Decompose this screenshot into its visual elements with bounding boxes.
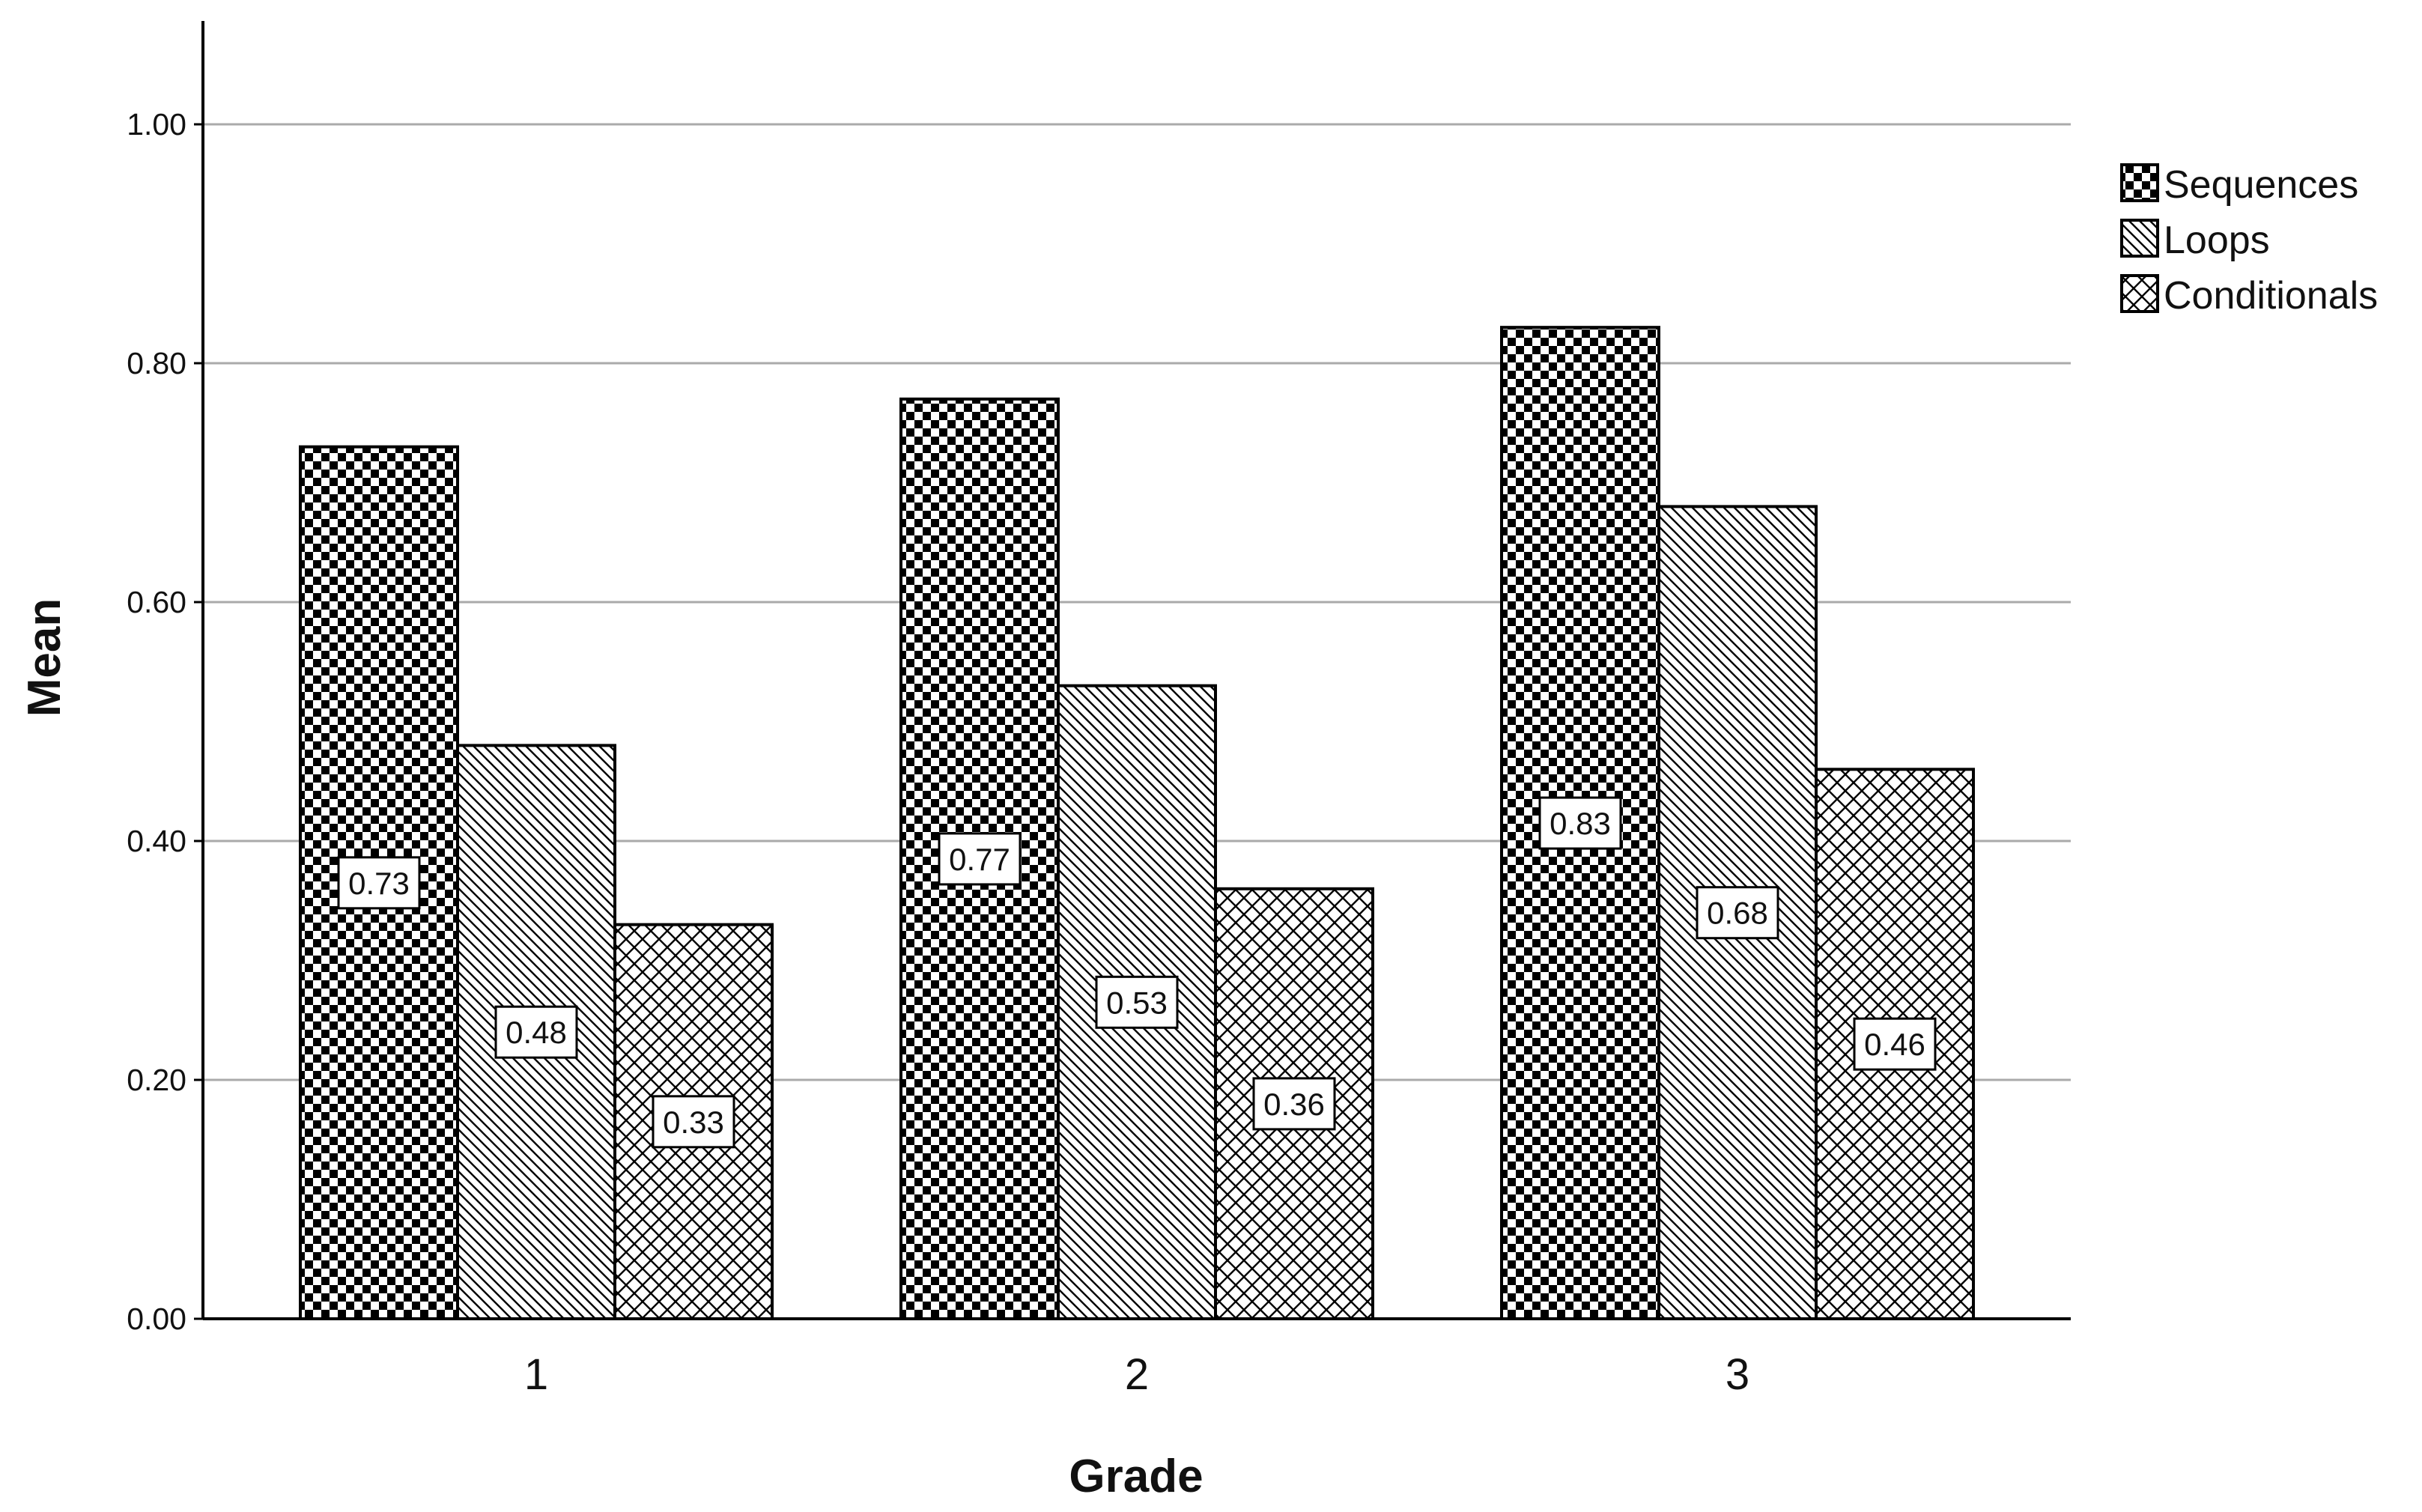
- data-label-text: 0.36: [1263, 1087, 1325, 1122]
- y-tick-label: 0.20: [127, 1063, 186, 1097]
- data-label-box: [1853, 1017, 1937, 1071]
- legend-item-conditionals: Conditionals: [2120, 274, 2378, 318]
- legend-label: Conditionals: [2164, 274, 2378, 318]
- data-label: 0.83: [1538, 796, 1622, 850]
- data-label-text: 0.77: [949, 842, 1010, 877]
- legend-swatch: [2120, 219, 2159, 258]
- data-label-box: [652, 1095, 735, 1149]
- data-label: 0.68: [1696, 886, 1779, 940]
- y-tick-label: 1.00: [127, 107, 186, 142]
- data-label-text: 0.83: [1550, 806, 1611, 841]
- legend-swatch: [2120, 274, 2159, 313]
- y-tick-label: 0.40: [127, 824, 186, 858]
- data-label: 0.73: [337, 856, 421, 910]
- legend-item-sequences: Sequences: [2120, 163, 2358, 207]
- data-label-text: 0.33: [663, 1105, 724, 1140]
- x-tick-label: 1: [524, 1350, 548, 1399]
- data-label-box: [938, 832, 1022, 886]
- data-label: 0.77: [938, 832, 1022, 886]
- data-label-text: 0.68: [1707, 896, 1768, 931]
- legend-label: Loops: [2164, 219, 2270, 262]
- y-tick-label: 0.60: [127, 585, 186, 619]
- y-axis-title: Mean: [19, 598, 70, 717]
- data-label-box: [1696, 886, 1779, 940]
- data-label-box: [1252, 1077, 1336, 1131]
- x-axis-title: Grade: [1069, 1451, 1203, 1502]
- data-label: 0.53: [1095, 975, 1179, 1029]
- legend-item-loops: Loops: [2120, 219, 2270, 262]
- data-label-box: [1538, 796, 1622, 850]
- legend-label: Sequences: [2164, 163, 2358, 207]
- data-label-text: 0.48: [506, 1015, 567, 1050]
- data-label-box: [1095, 975, 1179, 1029]
- legend: Sequences Loops Conditionals: [2120, 163, 2378, 318]
- data-label: 0.33: [652, 1095, 735, 1149]
- data-label-text: 0.73: [348, 866, 410, 901]
- data-label: 0.36: [1252, 1077, 1336, 1131]
- y-tick-labels: 0.00 0.20 0.40 0.60 0.80 1.00: [127, 107, 203, 1336]
- data-label-box: [494, 1005, 578, 1059]
- data-label-box: [337, 856, 421, 910]
- x-tick-label: 2: [1125, 1350, 1149, 1399]
- axes: [201, 21, 2071, 1320]
- y-tick-label: 0.80: [127, 346, 186, 380]
- data-label: 0.48: [494, 1005, 578, 1059]
- data-label-text: 0.46: [1864, 1027, 1925, 1062]
- data-label-text: 0.53: [1106, 985, 1168, 1020]
- legend-swatch: [2120, 163, 2159, 202]
- x-tick-label: 3: [1726, 1350, 1749, 1399]
- bars: [299, 326, 1975, 1321]
- x-tick-labels: 1 2 3: [524, 1350, 1749, 1399]
- y-tick-label: 0.00: [127, 1302, 186, 1336]
- data-labels: 0.73 0.48 0.33 0.77 0.53 0.36 0.83 0.68 0.46: [337, 796, 1937, 1149]
- data-label: 0.46: [1853, 1017, 1937, 1071]
